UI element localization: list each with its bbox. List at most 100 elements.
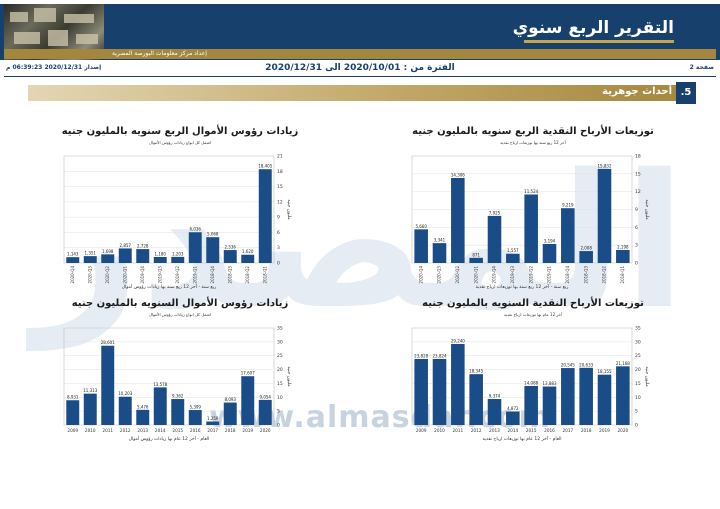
meta-divider: [4, 76, 716, 77]
bar-value-label: 2,008: [580, 246, 592, 251]
y-tick-label: 10: [635, 395, 641, 401]
x-tick-label: 2018-Q4: [210, 266, 215, 284]
x-tick-label: 2020: [260, 428, 271, 433]
x-tick-label: 2009: [67, 428, 78, 433]
chart-plot: 0 3 6 9 12 15 18 مليون جنيه 5,660 2020-Q4 3,341 202…: [411, 154, 649, 290]
y-tick-label: 0: [635, 423, 638, 429]
x-tick-label: 2017: [562, 428, 573, 433]
bar-value-label: 1,180: [155, 251, 167, 256]
section-header-bar: [28, 85, 690, 101]
x-axis-label: العام - آخر 12 عام بها توزيعات ارباح نقد…: [482, 436, 561, 442]
report-title: التقرير الربع سنوي: [512, 18, 674, 38]
section-title: أحداث جوهرية: [602, 86, 672, 97]
chart-plot: 0 5 10 15 20 25 30 35 مليون جنيه 8,931 2009 11,313 2…: [63, 326, 291, 442]
x-tick-label: 2018-Q1: [620, 266, 625, 284]
bar-value-label: 2,728: [137, 244, 149, 249]
bar: [579, 251, 593, 263]
x-tick-label: 2020-Q2: [105, 266, 110, 284]
x-tick-label: 2020: [617, 428, 628, 433]
bar: [223, 250, 237, 263]
bar-value-label: 5,660: [415, 224, 427, 229]
y-tick-label: 35: [635, 326, 641, 332]
bar: [258, 399, 272, 425]
x-tick-label: 2020-Q1: [473, 266, 478, 284]
y-tick-label: 15: [635, 381, 641, 387]
y-tick-label: 20: [277, 367, 283, 373]
bar-value-label: 9,054: [260, 394, 272, 399]
bar: [414, 229, 428, 263]
y-tick-label: 18: [277, 169, 283, 175]
y-tick-label: 25: [635, 353, 641, 359]
y-tick-label: 3: [277, 245, 280, 251]
y-tick-label: 21: [277, 154, 283, 160]
x-tick-label: 2019-Q3: [510, 266, 515, 284]
y-tick-label: 20: [635, 367, 641, 373]
bar-value-label: 3,194: [544, 239, 556, 244]
bar-value-label: 2,536: [225, 245, 237, 250]
x-tick-label: 2015: [172, 428, 183, 433]
bar: [524, 385, 538, 425]
y-tick-label: 12: [277, 199, 283, 205]
plot-frame: [63, 155, 275, 264]
bar: [597, 374, 612, 425]
title-underline: [524, 40, 674, 43]
bar: [561, 208, 575, 263]
x-tick-label: 2018: [581, 428, 592, 433]
x-tick-label: 2020-Q2: [455, 266, 460, 284]
bar: [188, 410, 202, 425]
bar: [524, 194, 538, 263]
x-tick-label: 2010: [85, 428, 96, 433]
chart-subtitle: اشمل كل انواع زيادات رؤوس الأموال: [148, 140, 212, 145]
chart-quarterly-cash-dividends: توزيعات الأرباح النقدية الربع سنويه بالم…: [408, 126, 658, 311]
bar-value-label: 20,545: [561, 363, 575, 368]
x-tick-label: 2012: [120, 428, 131, 433]
x-tick-label: 2018-Q2: [602, 266, 607, 284]
chart-title: زيادات رؤوس الأموال السنويه بالمليون جني…: [71, 298, 289, 309]
bar-value-label: 3,341: [434, 238, 446, 243]
issue-date: إصدار 2020/12/31 06:39:23 م: [6, 64, 102, 71]
x-tick-label: 2018-Q3: [227, 266, 232, 284]
bar-value-label: 1,143: [67, 252, 79, 257]
bar: [469, 257, 483, 263]
x-tick-label: 2019-Q2: [175, 266, 180, 284]
y-tick-label: 25: [277, 353, 283, 359]
bar: [136, 249, 150, 263]
y-tick-label: 12: [635, 189, 641, 195]
y-axis-label: مليون جنيه: [644, 366, 649, 387]
bar: [118, 396, 132, 425]
x-tick-label: 2019-Q4: [140, 266, 145, 284]
y-tick-label: 15: [277, 184, 283, 190]
bar: [136, 409, 150, 425]
x-tick-label: 2020-Q3: [437, 266, 442, 284]
y-tick-label: 0: [277, 423, 280, 429]
x-tick-label: 2018-Q1: [262, 266, 267, 284]
bar: [188, 232, 202, 263]
x-tick-label: 2012: [471, 428, 482, 433]
bar: [101, 345, 115, 425]
chart-subtitle: آخر 12 ربع سنة بها توزيعات ارباح نقدية: [500, 140, 566, 145]
bar: [258, 169, 272, 263]
y-axis-label: مليون جنيه: [644, 199, 649, 220]
page-number: صفحة 2: [689, 64, 714, 71]
bar: [66, 257, 80, 263]
x-tick-label: 2019-Q4: [492, 266, 497, 284]
y-tick-label: 15: [277, 381, 283, 387]
y-axis-label: مليون جنيه: [286, 199, 291, 220]
bar-value-label: 5,399: [190, 405, 202, 410]
x-tick-label: 2013: [489, 428, 500, 433]
bar-value-label: 4,872: [507, 406, 519, 411]
bar-value-label: 11,313: [83, 388, 97, 393]
bar-value-label: 23,828: [414, 353, 428, 358]
bar: [206, 421, 220, 425]
bar-value-label: 8,093: [225, 397, 237, 402]
y-tick-label: 6: [635, 225, 638, 231]
y-tick-label: 18: [635, 154, 641, 160]
y-tick-label: 0: [635, 261, 638, 267]
x-axis-label: ربع سنة - آخر 12 ربع سنة بها توزيعات ارب…: [476, 284, 569, 290]
y-tick-label: 5: [635, 409, 638, 415]
bar-value-label: 14,306: [451, 172, 465, 177]
bar: [616, 366, 630, 425]
report-credit: إعداد مركز معلومات البورصة المصرية: [112, 50, 207, 57]
bar: [451, 177, 465, 263]
x-tick-label: 2013: [137, 428, 148, 433]
